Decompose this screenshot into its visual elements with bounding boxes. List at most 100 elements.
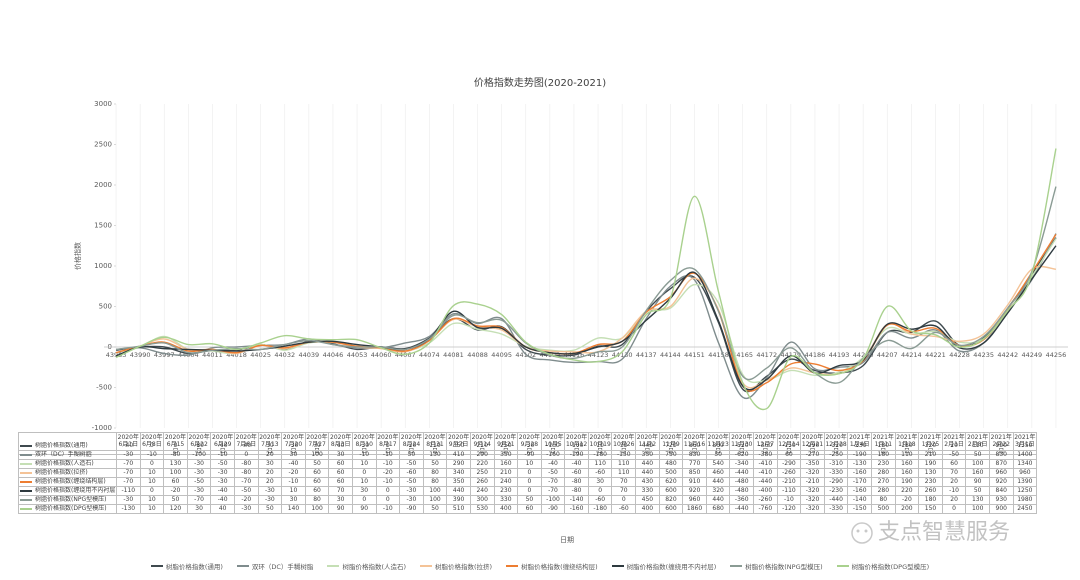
table-cell: -10	[352, 451, 377, 460]
table-cell: 70	[612, 478, 637, 487]
table-cell: -320	[801, 487, 825, 496]
table-cell: 280	[872, 487, 896, 496]
table-cell: 920	[989, 478, 1014, 487]
table-row-label: 树脂价格指数(DPG型模压)	[19, 505, 117, 514]
legend-item: 双环（DC）手糊树脂	[236, 561, 313, 571]
table-cell: -30	[400, 496, 424, 505]
table-cell: 60	[942, 460, 967, 469]
table-cell: 390	[447, 496, 471, 505]
table-cell: 1250	[1013, 487, 1038, 496]
table-cell: 30	[282, 496, 306, 505]
x-tick-label: 44221	[925, 351, 946, 359]
x-tick-label: 44081	[443, 351, 464, 359]
table-row-name: 树脂价格指数(DPG型模压)	[35, 505, 107, 512]
legend-swatch	[611, 565, 624, 567]
table-cell: 30	[258, 460, 283, 469]
table-cell: -40	[211, 496, 235, 505]
table-row-name: 树脂价格指数(通用)	[35, 442, 88, 449]
table-cell: 70	[942, 469, 967, 478]
table-cell: 0	[518, 487, 542, 496]
table-cell: 1860	[683, 505, 707, 514]
table-cell: 900	[989, 442, 1014, 451]
table-cell: 300	[706, 442, 731, 451]
table-cell: -320	[801, 505, 825, 514]
table-cell: -520	[730, 442, 755, 451]
chart-title: 价格指数走势图(2020-2021)	[474, 76, 606, 89]
table-cell: 850	[683, 469, 707, 478]
table-cell: 620	[659, 478, 684, 487]
table-cell: -760	[754, 505, 778, 514]
x-tick-label: 44060	[371, 351, 392, 359]
table-cell: -30	[187, 487, 212, 496]
table-cell: -30	[352, 442, 377, 451]
table-cell: -40	[117, 442, 141, 451]
table-cell: -30	[211, 478, 235, 487]
table-row-label: 树脂价格指数(NPG型模压)	[19, 496, 117, 505]
grid	[115, 104, 1057, 428]
x-tick-label: 44074	[419, 351, 440, 359]
table-cell: -160	[565, 505, 589, 514]
table-cell: -50	[400, 478, 424, 487]
table-cell: 60	[777, 451, 802, 460]
table-cell: -210	[801, 478, 825, 487]
table-cell: -10	[211, 451, 235, 460]
table-cell: 100	[966, 505, 990, 514]
x-tick-label: 43983	[106, 351, 127, 359]
table-cell: 750	[659, 451, 684, 460]
table-cell: 100	[966, 460, 990, 469]
table-cell: -180	[588, 505, 613, 514]
x-tick-label: 44207	[877, 351, 898, 359]
table-cell: 70	[329, 487, 353, 496]
table-cell: 440	[636, 460, 660, 469]
table-cell: 830	[989, 451, 1014, 460]
x-tick-label: 44011	[202, 351, 223, 359]
x-tick-label: 44151	[684, 351, 705, 359]
table-cell: 50	[423, 505, 448, 514]
table-cell: 1400	[1013, 451, 1038, 460]
legend-item: 树脂价格指数(NPG型模压)	[730, 561, 823, 571]
table-cell: -150	[777, 442, 802, 451]
table-cell: 10	[352, 478, 377, 487]
legend-item: 树脂价格指数(人造石)	[327, 561, 406, 571]
table-row-label: 树脂价格指数(缠绕用不内衬层)	[19, 487, 117, 496]
table-cell: 540	[706, 460, 731, 469]
table-cell: 840	[989, 487, 1014, 496]
table-cell: -40	[211, 487, 235, 496]
table-cell: 20	[942, 496, 967, 505]
table-cell: 30	[588, 478, 613, 487]
table-cell: -440	[730, 469, 755, 478]
series-line	[115, 245, 1057, 391]
legend-item: 树脂价格指数(DPG型模压)	[836, 561, 929, 571]
table-cell: -30	[282, 442, 306, 451]
table-cell: 0	[140, 442, 165, 451]
table-cell: 930	[989, 496, 1014, 505]
x-tick-label: 44165	[732, 351, 753, 359]
table-cell: 0	[352, 496, 377, 505]
table-cell: 90	[329, 505, 353, 514]
table-cell: 80	[423, 478, 448, 487]
table-cell: -100	[565, 442, 589, 451]
table-cell: 220	[470, 460, 495, 469]
table-cell: -320	[801, 469, 825, 478]
table-cell: 60	[329, 460, 353, 469]
table-cell: 350	[447, 442, 471, 451]
table-cell: -30	[117, 451, 141, 460]
table-cell: 10	[140, 478, 165, 487]
watermark-icon	[851, 522, 873, 544]
x-tick-label: 44130	[612, 351, 633, 359]
legend-label: 树脂价格指数(缠绕用不内衬层)	[626, 563, 717, 571]
table-cell: 0	[234, 451, 259, 460]
table-cell: 200	[895, 505, 920, 514]
table-cell: -20	[400, 442, 424, 451]
table-cell: 110	[588, 460, 613, 469]
x-tick-label: 44242	[997, 351, 1018, 359]
table-cell: -20	[282, 469, 306, 478]
table-cell: -60	[588, 469, 613, 478]
table-cell: -70	[541, 487, 566, 496]
table-cell: -290	[801, 442, 825, 451]
table-cell: 600	[659, 487, 684, 496]
x-tick-label: 44088	[467, 351, 488, 359]
table-cell: -10	[376, 460, 401, 469]
table-cell: -70	[117, 469, 141, 478]
table-cell: 30	[329, 496, 353, 505]
